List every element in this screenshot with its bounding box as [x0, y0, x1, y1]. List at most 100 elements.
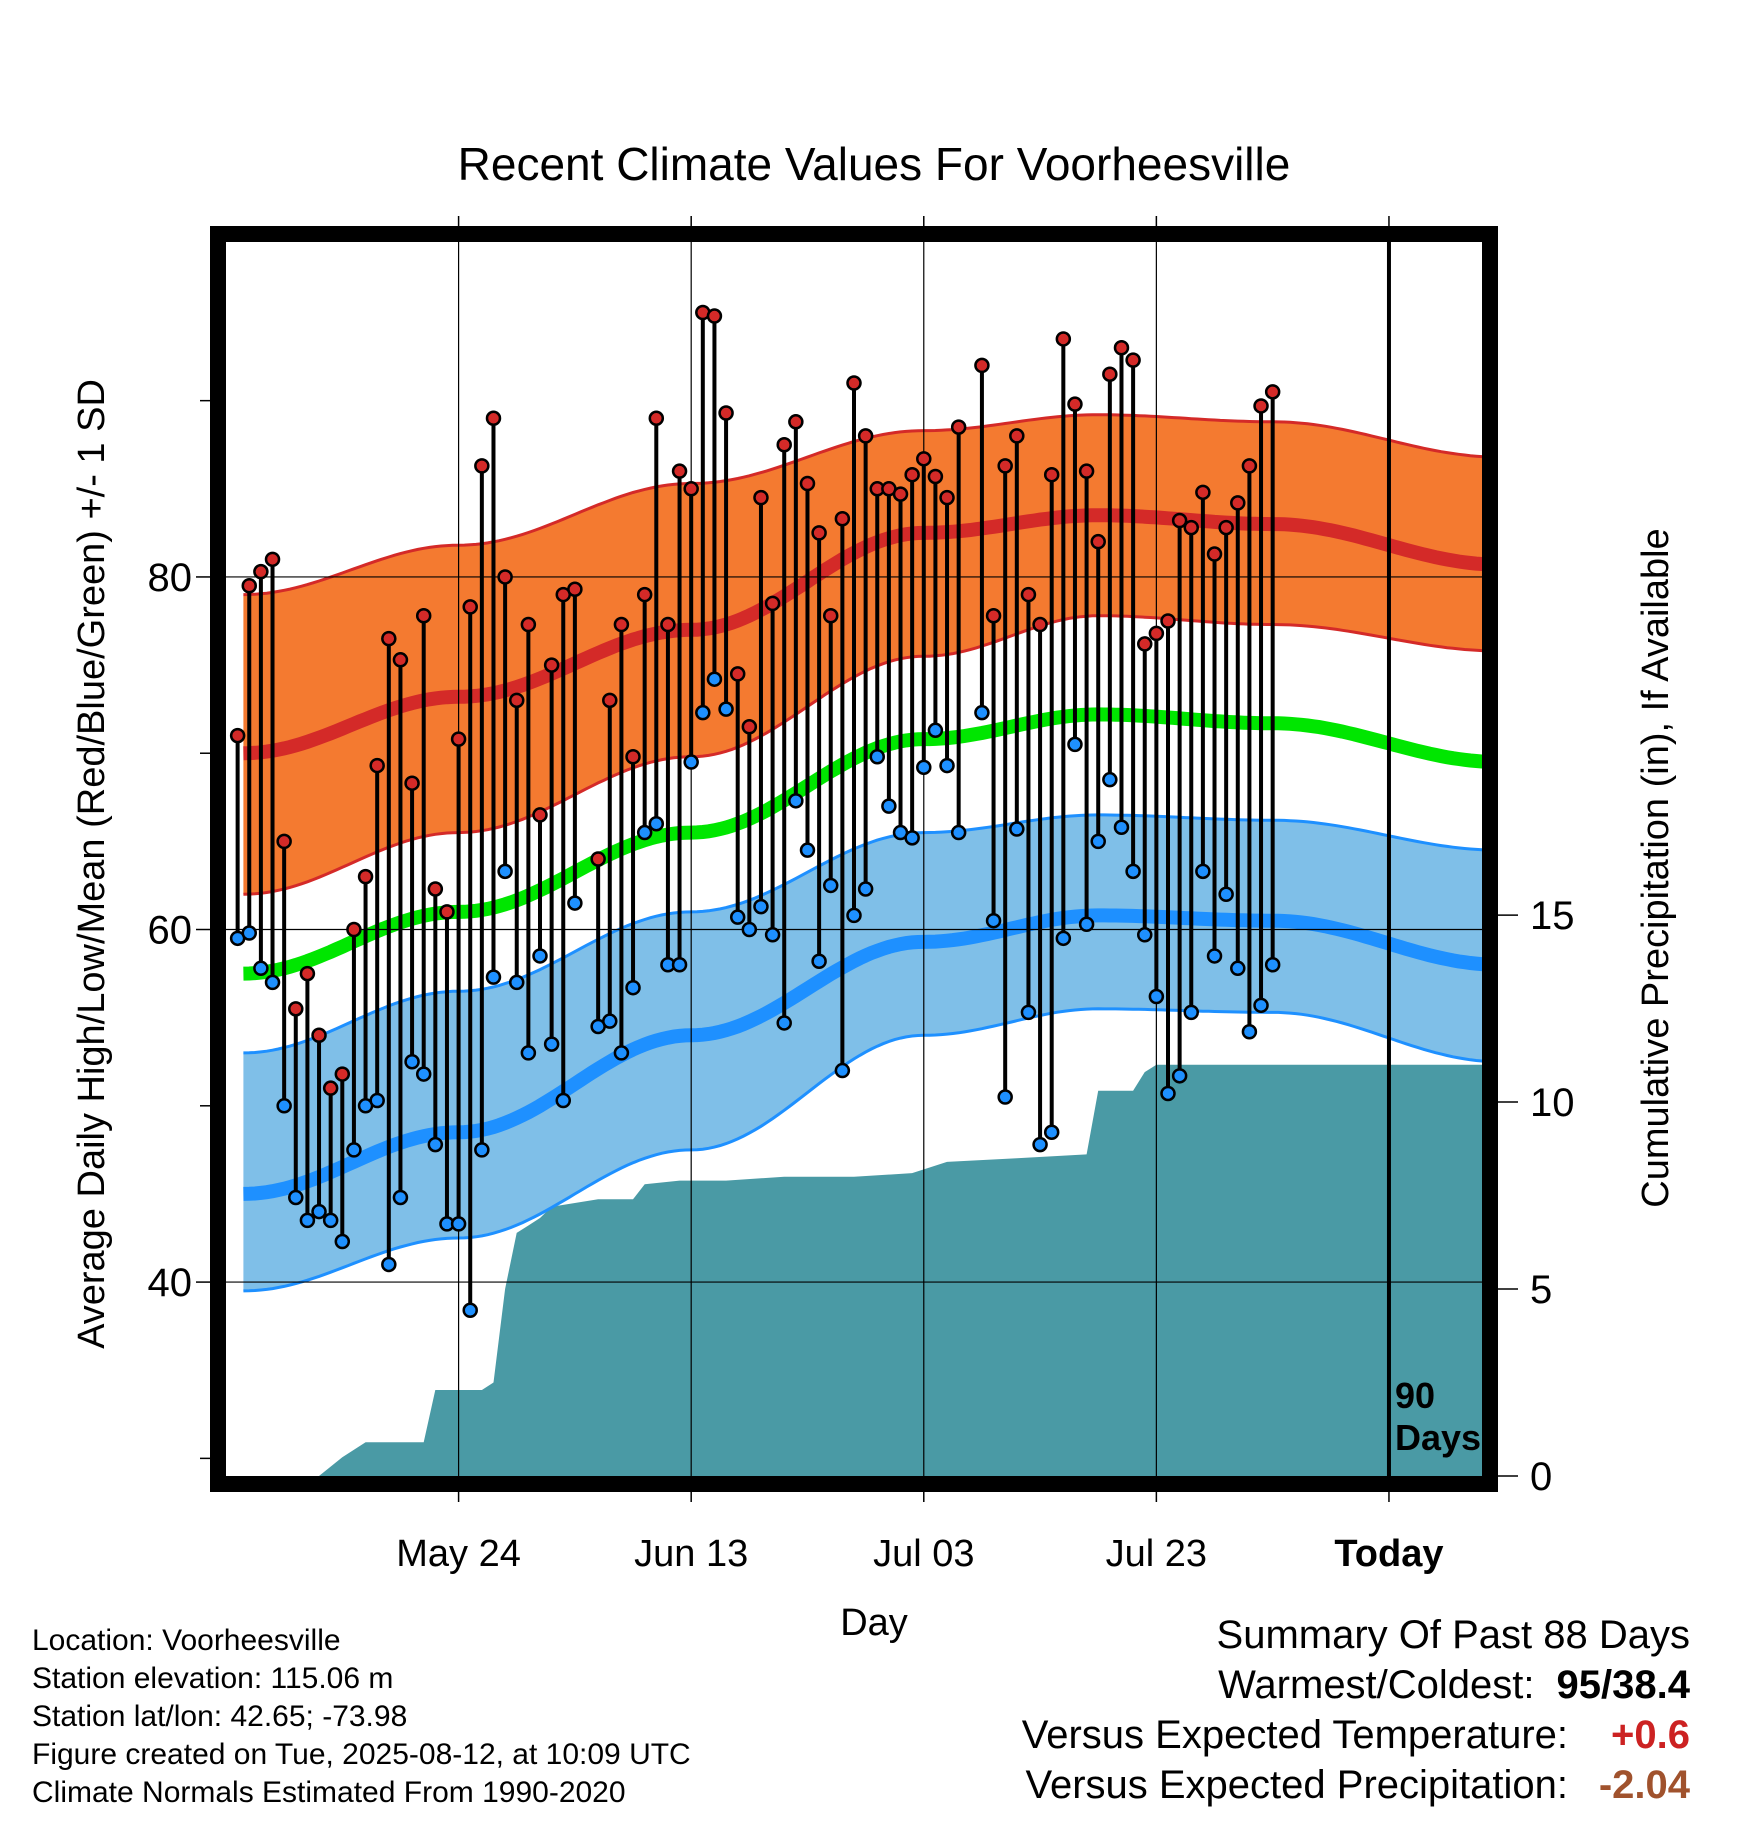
daily-low-point — [625, 979, 641, 996]
daily-high-point — [602, 692, 618, 709]
daily-low-point — [683, 754, 699, 770]
daily-low-point — [939, 757, 955, 774]
daily-low-point — [985, 912, 1002, 929]
daily-high-point — [543, 657, 560, 673]
today-days-label: Days — [1395, 1417, 1481, 1458]
daily-high-point — [892, 486, 909, 502]
daily-high-point — [1206, 546, 1223, 562]
daily-high-point — [1020, 586, 1037, 603]
daily-low-point — [241, 925, 258, 941]
daily-low-point — [381, 1256, 397, 1273]
daily-high-point — [753, 489, 769, 506]
summary-title: Summary Of Past 88 Days — [1216, 1613, 1690, 1657]
created-text: Figure created on Tue, 2025-08-12, at 10… — [32, 1738, 691, 1771]
daily-high-point — [253, 563, 269, 580]
daily-low-point — [1067, 736, 1083, 753]
daily-low-point — [474, 1142, 490, 1158]
precip-area — [237, 1064, 1482, 1476]
daily-high-point — [1067, 396, 1083, 412]
daily-high-point — [415, 607, 432, 624]
daily-low-point — [1148, 988, 1165, 1005]
summary-precip-row: Versus Expected Precipitation: -2.04 — [1022, 1760, 1690, 1810]
daily-high-point — [229, 727, 246, 744]
daily-low-point — [427, 1136, 444, 1153]
daily-high-point — [1253, 398, 1269, 414]
daily-low-point — [1125, 863, 1141, 880]
daily-low-point — [974, 704, 990, 721]
daily-low-point — [264, 974, 281, 991]
daily-high-point — [1230, 495, 1246, 511]
daily-high-point — [729, 666, 746, 682]
daily-high-point — [427, 881, 444, 897]
daily-low-point — [1043, 1124, 1060, 1140]
daily-low-point — [567, 895, 583, 911]
daily-low-point — [555, 1092, 572, 1109]
daily-high-point — [718, 405, 734, 421]
daily-low-point — [415, 1066, 432, 1082]
daily-high-point — [264, 551, 281, 568]
warmest-value: 95/38.4 — [1556, 1663, 1690, 1707]
daily-high-point — [381, 630, 397, 647]
today-days-number: 90 — [1395, 1375, 1435, 1416]
daily-low-point — [822, 877, 839, 894]
daily-high-point — [1009, 428, 1025, 444]
daily-high-point — [392, 652, 409, 668]
daily-low-point — [1055, 930, 1072, 947]
daily-high-point — [322, 1080, 339, 1096]
chart-title: Recent Climate Values For Voorheesville — [458, 138, 1291, 190]
daily-low-point — [648, 815, 665, 832]
daily-low-point — [834, 1062, 851, 1079]
daily-low-point — [799, 842, 816, 858]
daily-high-point — [1043, 466, 1060, 483]
daily-low-point — [788, 793, 804, 809]
daily-high-point — [1241, 458, 1258, 474]
daily-low-point — [811, 953, 827, 969]
daily-low-point — [636, 824, 653, 841]
normals-text: Climate Normals Estimated From 1990-2020 — [32, 1776, 626, 1809]
y-left-tick-label: 40 — [148, 1261, 193, 1305]
daily-high-point — [822, 607, 839, 624]
daily-high-point — [776, 436, 792, 453]
daily-high-point — [997, 458, 1013, 474]
daily-high-point — [508, 692, 525, 709]
daily-low-point — [450, 1216, 467, 1232]
daily-high-point — [636, 586, 653, 603]
daily-high-point — [276, 833, 292, 850]
daily-low-point — [346, 1142, 362, 1158]
daily-low-point — [764, 927, 781, 943]
daily-low-point — [613, 1045, 630, 1061]
daily-low-point — [997, 1089, 1013, 1105]
daily-high-point — [299, 965, 316, 982]
daily-low-point — [288, 1189, 304, 1206]
daily-high-point — [648, 410, 665, 427]
daily-low-point — [1102, 771, 1118, 788]
daily-low-point — [485, 969, 502, 985]
daily-high-point — [1171, 512, 1188, 529]
summary-temp-row: Versus Expected Temperature: +0.6 — [1022, 1710, 1690, 1760]
daily-high-point — [1264, 384, 1281, 400]
daily-low-point — [543, 1036, 560, 1052]
daily-high-point — [788, 414, 804, 430]
daily-high-point — [474, 458, 490, 474]
daily-low-point — [916, 759, 932, 776]
y-right-tick-label: 15 — [1530, 894, 1575, 938]
x-tick-label: May 24 — [396, 1533, 521, 1575]
daily-low-point — [276, 1098, 292, 1114]
daily-high-point — [939, 489, 955, 506]
daily-low-point — [718, 701, 734, 717]
daily-low-point — [404, 1053, 420, 1070]
daily-high-point — [1032, 616, 1048, 633]
low-sd-band-lower-edge — [243, 1007, 1482, 1293]
y-left-tick-label: 60 — [148, 909, 193, 953]
daily-high-point — [567, 581, 583, 598]
daily-low-point — [706, 671, 723, 687]
daily-low-point — [334, 1233, 351, 1250]
daily-high-point — [1148, 625, 1165, 642]
daily-high-point — [706, 308, 723, 324]
daily-low-point — [1264, 957, 1281, 973]
daily-low-point — [904, 830, 920, 846]
daily-high-point — [764, 595, 781, 612]
daily-high-point — [590, 851, 606, 867]
x-tick-label: Jul 23 — [1106, 1533, 1207, 1575]
